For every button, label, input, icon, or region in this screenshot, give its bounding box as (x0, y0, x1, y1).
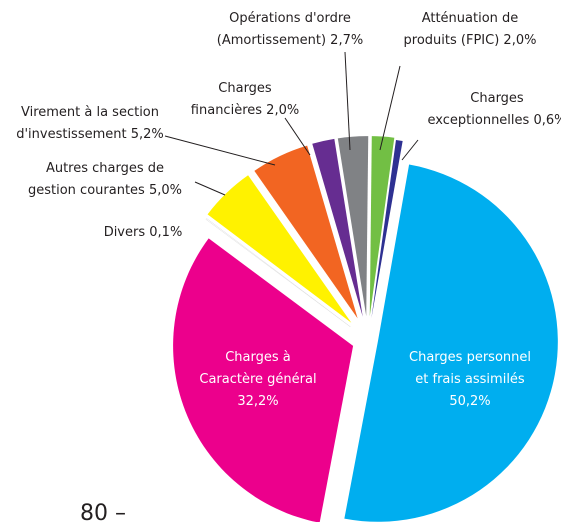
leader-line (284, 117, 311, 156)
slice-label-line: Divers (104, 225, 146, 240)
pie-slice (205, 218, 351, 328)
pie-slice (371, 139, 403, 319)
slice-label: Charges financières 2,0% (191, 81, 299, 118)
slice-label: Opérations d'ordre (Amortissement) 2,7% (217, 11, 363, 48)
value-label: 32,2% (237, 394, 278, 409)
slice-label-line: financières (191, 103, 262, 118)
pie-slice (312, 138, 363, 317)
pie-slice (173, 238, 354, 522)
value-label: 50,2% (449, 394, 490, 409)
slice-label: Charges exceptionnelles 0,6% (428, 91, 561, 128)
value-label: 2,7% (330, 33, 363, 48)
slice-label: Virement à la section d'investissement 5,… (16, 105, 164, 142)
page-number-fragment: 80 – (80, 501, 126, 522)
slice-label-line: Opérations d'ordre (229, 11, 351, 26)
slice-label-line: gestion courantes (28, 183, 145, 198)
value-label: 0,1% (149, 225, 182, 240)
value-label: 2,0% (266, 103, 299, 118)
slice-label-line: Atténuation de (422, 11, 519, 26)
slice-label: Autres charges de gestion courantes 5,0% (28, 161, 182, 198)
slice-label-line: (Amortissement) (217, 33, 326, 48)
slice-label-line: exceptionnelles (428, 113, 530, 128)
slice-label-line: Virement à la section (21, 105, 159, 120)
pie-slice (337, 136, 369, 317)
pie-slice (369, 136, 395, 317)
value-label: 5,2% (131, 127, 164, 142)
slice-label-line: Charges personnel (409, 350, 531, 365)
slice-label: Divers 0,1% (104, 225, 183, 240)
leader-line (344, 51, 351, 151)
slice-label-line: et frais assimilés (415, 372, 525, 387)
slice-label: Charges à Caractère général 32,2% (199, 350, 316, 409)
value-label: 5,0% (149, 183, 182, 198)
leader-line (194, 181, 226, 196)
pie-slice (254, 145, 358, 319)
leader-line (379, 65, 401, 151)
slice-label-line: Charges à (225, 350, 291, 365)
slice-label-line: Charges (470, 91, 524, 106)
value-label: 2,0% (503, 33, 536, 48)
leader-line (164, 135, 276, 166)
slice-label-line: Charges (218, 81, 272, 96)
slice-label: Atténuation de produits (FPIC) 2,0% (404, 11, 537, 48)
slice-label: Charges personnel et frais assimilés 50,2% (409, 350, 531, 409)
pie-slice (344, 164, 558, 522)
slice-label-line: Caractère général (199, 372, 316, 387)
slice-label-line: produits (FPIC) (404, 33, 500, 48)
slice-label-line: d'investissement (16, 127, 126, 142)
value-label: 0,6% (533, 113, 561, 128)
leader-line (401, 139, 419, 161)
pie-slice (207, 175, 352, 323)
slice-label-line: Autres charges de (46, 161, 164, 176)
